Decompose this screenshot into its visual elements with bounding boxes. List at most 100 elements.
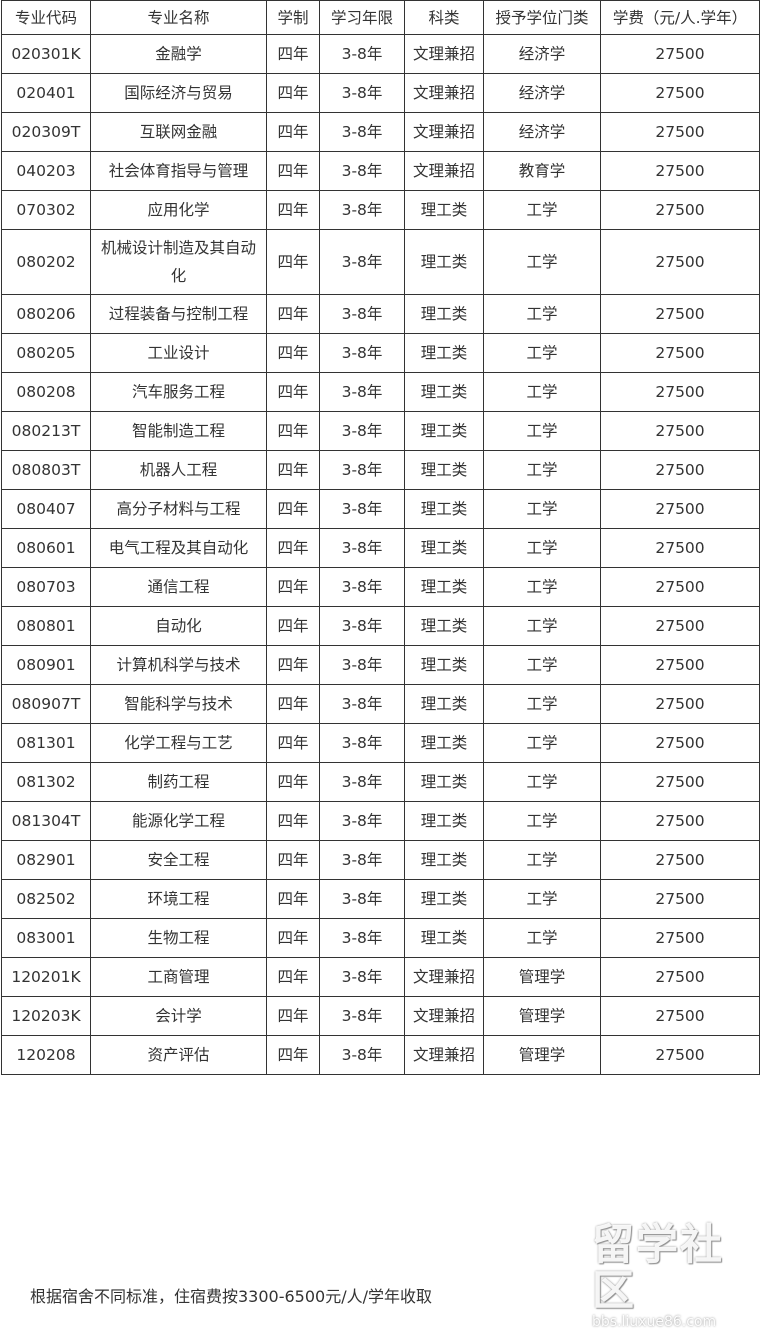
cell-major-code: 080206 [1, 294, 91, 334]
cell-duration: 四年 [266, 294, 320, 334]
cell-tuition: 27500 [600, 73, 760, 113]
cell-category: 文理兼招 [404, 996, 484, 1036]
cell-degree: 工学 [483, 840, 601, 880]
cell-study-years: 3-8年 [319, 918, 405, 958]
cell-study-years: 3-8年 [319, 294, 405, 334]
cell-category: 理工类 [404, 801, 484, 841]
cell-major-code: 080407 [1, 489, 91, 529]
table-row: 080601 电气工程及其自动化 四年 3-8年 理工类 工学 27500 [1, 528, 760, 568]
cell-major-code: 080901 [1, 645, 91, 685]
cell-duration: 四年 [266, 73, 320, 113]
cell-major-code: 080601 [1, 528, 91, 568]
cell-degree: 工学 [483, 190, 601, 230]
cell-duration: 四年 [266, 840, 320, 880]
cell-study-years: 3-8年 [319, 606, 405, 646]
table-header-row: 专业代码 专业名称 学制 学习年限 科类 授予学位门类 学费（元/人.学年） [1, 0, 760, 35]
cell-major-name: 工业设计 [90, 333, 267, 373]
cell-study-years: 3-8年 [319, 73, 405, 113]
cell-major-code: 120203K [1, 996, 91, 1036]
cell-major-name: 汽车服务工程 [90, 372, 267, 412]
cell-duration: 四年 [266, 489, 320, 529]
cell-major-name: 机器人工程 [90, 450, 267, 490]
header-major-name: 专业名称 [90, 0, 267, 35]
cell-tuition: 27500 [600, 190, 760, 230]
cell-tuition: 27500 [600, 34, 760, 74]
cell-major-code: 083001 [1, 918, 91, 958]
table-row: 080803T 机器人工程 四年 3-8年 理工类 工学 27500 [1, 450, 760, 490]
cell-category: 理工类 [404, 333, 484, 373]
cell-major-name: 计算机科学与技术 [90, 645, 267, 685]
cell-duration: 四年 [266, 645, 320, 685]
cell-duration: 四年 [266, 190, 320, 230]
cell-degree: 工学 [483, 684, 601, 724]
table-row: 120201K 工商管理 四年 3-8年 文理兼招 管理学 27500 [1, 957, 760, 997]
cell-tuition: 27500 [600, 645, 760, 685]
cell-tuition: 27500 [600, 801, 760, 841]
accommodation-fee-note: 根据宿舍不同标准，住宿费按3300-6500元/人/学年收取 [30, 1287, 432, 1306]
cell-tuition: 27500 [600, 684, 760, 724]
cell-tuition: 27500 [600, 957, 760, 997]
cell-major-name: 生物工程 [90, 918, 267, 958]
cell-category: 理工类 [404, 489, 484, 529]
cell-degree: 经济学 [483, 34, 601, 74]
cell-study-years: 3-8年 [319, 762, 405, 802]
header-tuition: 学费（元/人.学年） [600, 0, 760, 35]
cell-major-name: 高分子材料与工程 [90, 489, 267, 529]
cell-major-name: 自动化 [90, 606, 267, 646]
cell-duration: 四年 [266, 684, 320, 724]
cell-duration: 四年 [266, 918, 320, 958]
cell-category: 理工类 [404, 645, 484, 685]
cell-duration: 四年 [266, 450, 320, 490]
watermark-logo: 留学社区 bbs.liuxue86.com [592, 1220, 725, 1330]
cell-category: 理工类 [404, 606, 484, 646]
table-row: 080202 机械设计制造及其自动化 四年 3-8年 理工类 工学 27500 [1, 229, 760, 295]
cell-tuition: 27500 [600, 489, 760, 529]
header-duration: 学制 [266, 0, 320, 35]
cell-major-name: 机械设计制造及其自动化 [90, 229, 267, 295]
cell-study-years: 3-8年 [319, 190, 405, 230]
cell-study-years: 3-8年 [319, 840, 405, 880]
cell-major-code: 080202 [1, 229, 91, 295]
cell-duration: 四年 [266, 528, 320, 568]
cell-degree: 管理学 [483, 996, 601, 1036]
cell-major-code: 081304T [1, 801, 91, 841]
cell-study-years: 3-8年 [319, 450, 405, 490]
cell-duration: 四年 [266, 34, 320, 74]
cell-tuition: 27500 [600, 294, 760, 334]
cell-major-code: 081301 [1, 723, 91, 763]
cell-degree: 工学 [483, 294, 601, 334]
table-row: 080208 汽车服务工程 四年 3-8年 理工类 工学 27500 [1, 372, 760, 412]
table-row: 020401 国际经济与贸易 四年 3-8年 文理兼招 经济学 27500 [1, 73, 760, 113]
cell-major-name: 资产评估 [90, 1035, 267, 1075]
cell-tuition: 27500 [600, 450, 760, 490]
table-row: 070302 应用化学 四年 3-8年 理工类 工学 27500 [1, 190, 760, 230]
table-row: 080205 工业设计 四年 3-8年 理工类 工学 27500 [1, 333, 760, 373]
cell-tuition: 27500 [600, 723, 760, 763]
cell-major-name: 制药工程 [90, 762, 267, 802]
cell-duration: 四年 [266, 1035, 320, 1075]
cell-degree: 工学 [483, 645, 601, 685]
cell-tuition: 27500 [600, 372, 760, 412]
cell-category: 文理兼招 [404, 73, 484, 113]
cell-category: 理工类 [404, 918, 484, 958]
cell-major-name: 能源化学工程 [90, 801, 267, 841]
cell-study-years: 3-8年 [319, 411, 405, 451]
cell-category: 理工类 [404, 762, 484, 802]
cell-study-years: 3-8年 [319, 645, 405, 685]
cell-study-years: 3-8年 [319, 879, 405, 919]
cell-major-code: 080803T [1, 450, 91, 490]
cell-degree: 经济学 [483, 73, 601, 113]
cell-major-code: 082502 [1, 879, 91, 919]
cell-category: 理工类 [404, 294, 484, 334]
header-category: 科类 [404, 0, 484, 35]
cell-duration: 四年 [266, 762, 320, 802]
cell-category: 理工类 [404, 567, 484, 607]
cell-tuition: 27500 [600, 229, 760, 295]
cell-study-years: 3-8年 [319, 567, 405, 607]
cell-major-name: 金融学 [90, 34, 267, 74]
cell-tuition: 27500 [600, 840, 760, 880]
cell-category: 理工类 [404, 190, 484, 230]
cell-degree: 工学 [483, 489, 601, 529]
cell-major-code: 120201K [1, 957, 91, 997]
cell-category: 理工类 [404, 229, 484, 295]
